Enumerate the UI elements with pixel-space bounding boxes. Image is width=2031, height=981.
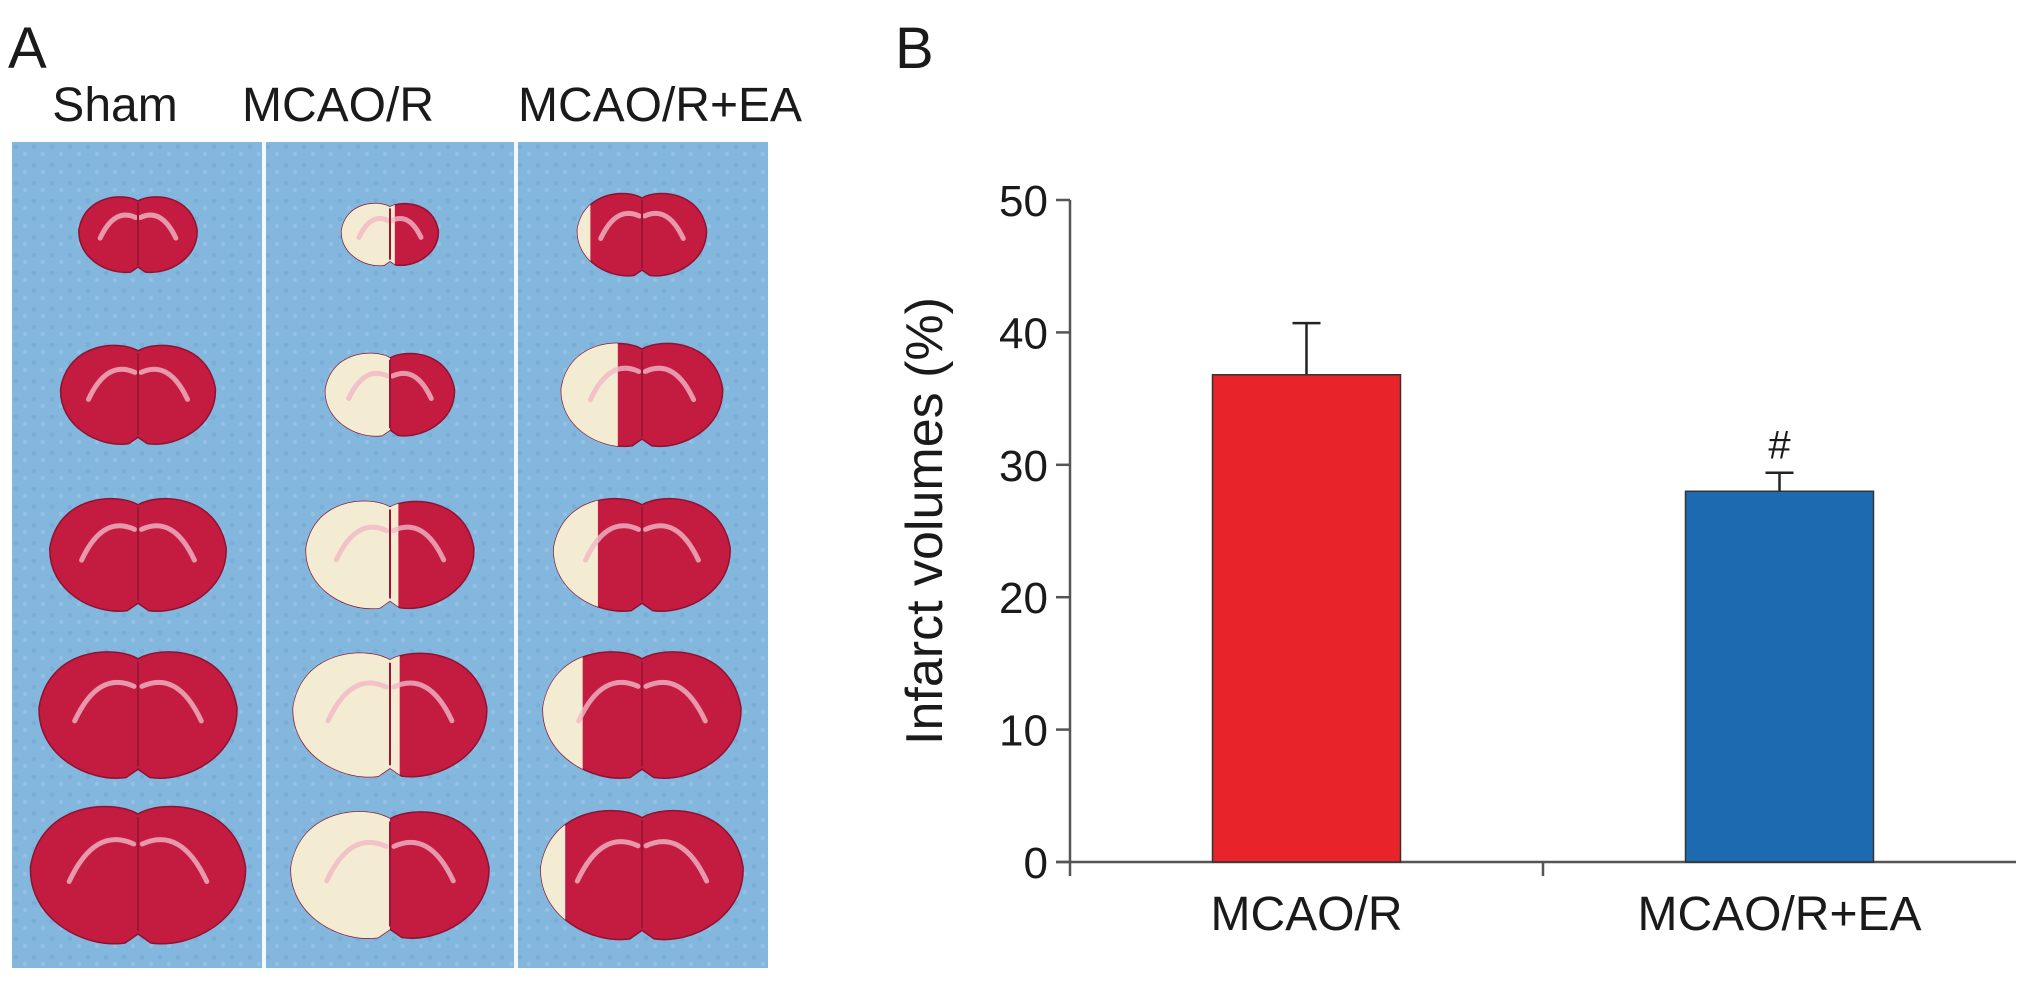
panel-letter-a: A xyxy=(8,16,47,81)
brain-slice xyxy=(290,811,490,939)
brain-slice xyxy=(38,651,238,779)
brain-slices-drawing xyxy=(12,142,768,968)
brain-slice xyxy=(59,344,217,445)
y-tick-label: 50 xyxy=(999,177,1048,226)
y-tick-label: 20 xyxy=(999,574,1048,623)
brain-slices-photo xyxy=(12,142,768,968)
bar-0 xyxy=(1211,374,1402,863)
brain-slice xyxy=(560,342,724,448)
bar-chart: 0 10 20 30 40 50 Infarct volumes (%) MCAO/R # MCA… xyxy=(896,177,2016,941)
y-tick-label: 10 xyxy=(999,707,1048,756)
significance-mark: # xyxy=(1768,424,1791,468)
x-category-label: MCAO/R xyxy=(1211,888,1403,941)
y-tick-label: 40 xyxy=(999,309,1048,358)
y-tick-label: 0 xyxy=(1024,839,1048,888)
group-label-mcao: MCAO/R xyxy=(242,79,434,132)
group-label-sham: Sham xyxy=(52,79,178,132)
brain-slice xyxy=(78,196,198,274)
y-axis-label: Infarct volumes (%) xyxy=(896,297,954,745)
brain-slice xyxy=(340,202,440,267)
column-divider xyxy=(262,142,266,968)
column-divider xyxy=(514,142,518,968)
x-category-label: MCAO/R+EA xyxy=(1637,888,1921,941)
y-tick-label: 30 xyxy=(999,442,1048,491)
bar-1 xyxy=(1684,490,1875,863)
brain-slice xyxy=(542,651,742,779)
brain-slice xyxy=(29,805,247,945)
panel-letter-b: B xyxy=(895,16,934,81)
group-label-mcao-ea: MCAO/R+EA xyxy=(517,79,803,132)
brain-slice xyxy=(49,497,227,612)
